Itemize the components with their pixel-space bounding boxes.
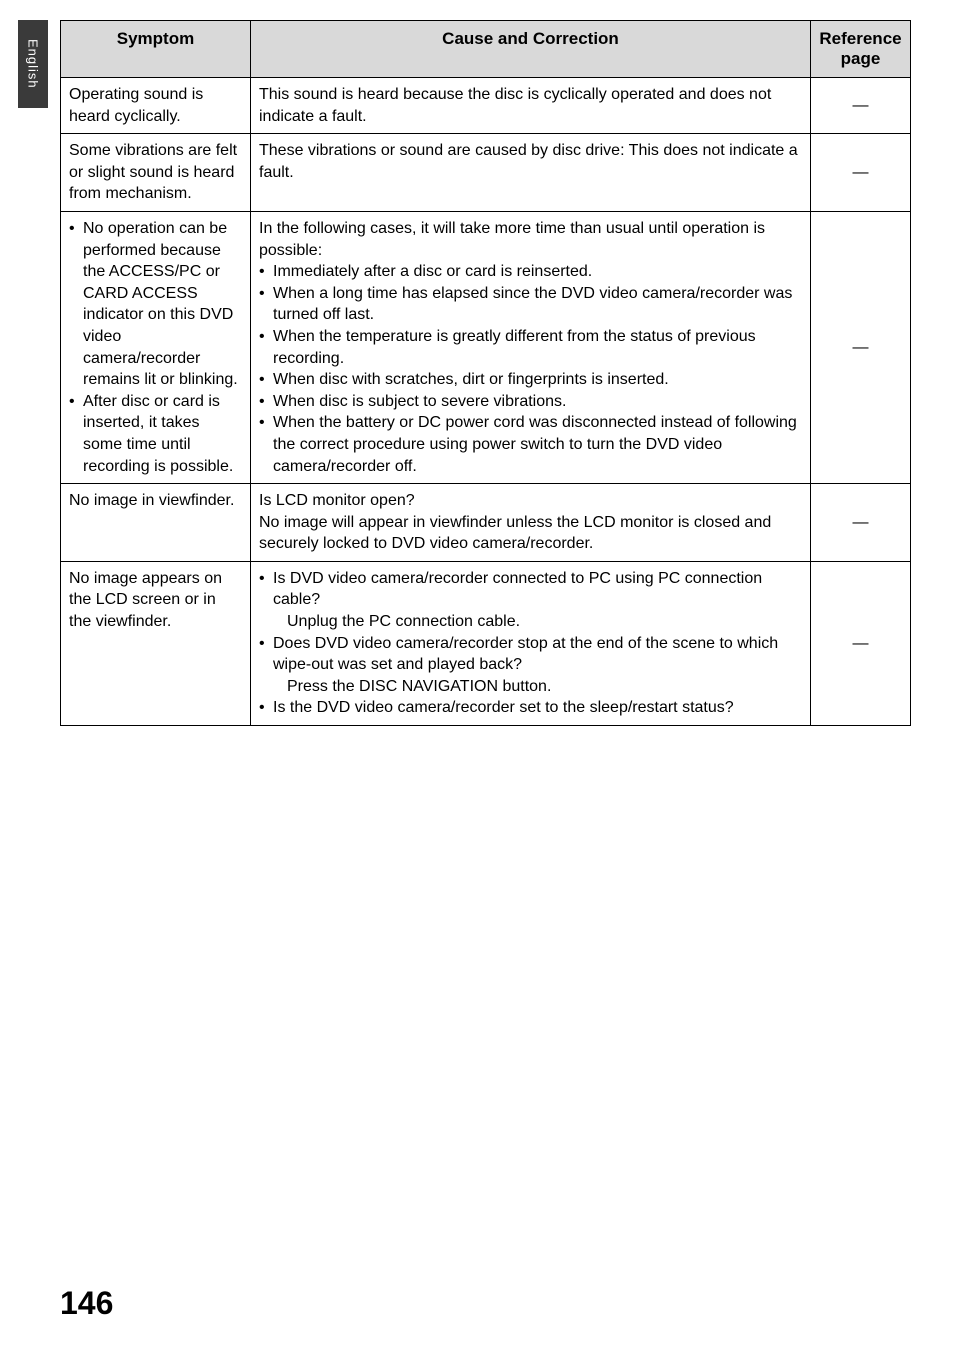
cause-cell: Is DVD video camera/recorder connected t… (251, 561, 811, 725)
cause-bullet: When the battery or DC power cord was di… (259, 412, 802, 477)
header-symptom: Symptom (61, 21, 251, 78)
page-number: 146 (60, 1285, 113, 1322)
cause-lead: Is LCD monitor open? (259, 492, 415, 509)
cause-intro: In the following cases, it will take mor… (259, 220, 765, 259)
header-cause: Cause and Correction (251, 21, 811, 78)
table-row: No image in viewfinder. Is LCD monitor o… (61, 484, 911, 562)
cause-bullet: When a long time has elapsed since the D… (259, 283, 802, 326)
troubleshooting-table: Symptom Cause and Correction Reference p… (60, 20, 911, 726)
cause-bullet: Is DVD video camera/recorder connected t… (259, 568, 802, 633)
cause-bullet: When the temperature is greatly differen… (259, 326, 802, 369)
header-ref: Reference page (811, 21, 911, 78)
cause-bullet-text: Does DVD video camera/recorder stop at t… (273, 635, 778, 674)
symptom-bullet: After disc or card is inserted, it takes… (69, 391, 242, 477)
ref-cell: — (811, 484, 911, 562)
symptom-cell: Operating sound is heard cyclically. (61, 78, 251, 134)
cause-after: Unplug the PC connection cable. (273, 611, 802, 633)
cause-cell: Is LCD monitor open? No image will appea… (251, 484, 811, 562)
cause-bullet: Immediately after a disc or card is rein… (259, 261, 802, 283)
symptom-bullet: No operation can be performed because th… (69, 218, 242, 391)
cause-bullet: Is the DVD video camera/recorder set to … (259, 697, 802, 719)
ref-cell: — (811, 561, 911, 725)
table-row: No operation can be performed because th… (61, 211, 911, 483)
page-content: Symptom Cause and Correction Reference p… (60, 20, 910, 726)
cause-bullet: When disc is subject to severe vibration… (259, 391, 802, 413)
cause-bullet-text: Is DVD video camera/recorder connected t… (273, 570, 762, 609)
cause-bullet: When disc with scratches, dirt or finger… (259, 369, 802, 391)
symptom-cell: Some vibrations are felt or slight sound… (61, 134, 251, 212)
cause-cell: In the following cases, it will take mor… (251, 211, 811, 483)
table-row: Some vibrations are felt or slight sound… (61, 134, 911, 212)
ref-cell: — (811, 78, 911, 134)
cause-cell: These vibrations or sound are caused by … (251, 134, 811, 212)
symptom-cell: No image in viewfinder. (61, 484, 251, 562)
cause-after: Press the DISC NAVIGATION button. (273, 676, 802, 698)
cause-cell: This sound is heard because the disc is … (251, 78, 811, 134)
table-header-row: Symptom Cause and Correction Reference p… (61, 21, 911, 78)
cause-tail: No image will appear in viewfinder unles… (259, 514, 771, 553)
table-row: No image appears on the LCD screen or in… (61, 561, 911, 725)
symptom-cell: No image appears on the LCD screen or in… (61, 561, 251, 725)
language-tab: English (18, 20, 48, 108)
cause-bullet: Does DVD video camera/recorder stop at t… (259, 633, 802, 698)
ref-cell: — (811, 134, 911, 212)
table-row: Operating sound is heard cyclically. Thi… (61, 78, 911, 134)
ref-cell: — (811, 211, 911, 483)
symptom-cell: No operation can be performed because th… (61, 211, 251, 483)
